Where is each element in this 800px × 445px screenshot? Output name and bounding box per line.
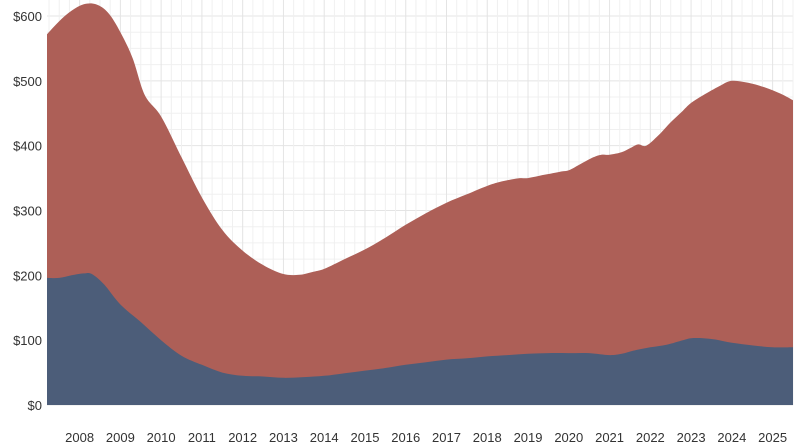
x-tick-label: 2009 (106, 430, 135, 445)
x-tick-label: 2024 (717, 430, 746, 445)
x-tick-label: 2008 (65, 430, 94, 445)
area-total (47, 3, 793, 405)
x-tick-label: 2019 (514, 430, 543, 445)
x-tick-label: 2012 (228, 430, 257, 445)
x-tick-label: 2015 (351, 430, 380, 445)
x-tick-label: 2014 (310, 430, 339, 445)
x-tick-label: 2016 (391, 430, 420, 445)
x-tick-label: 2025 (758, 430, 787, 445)
x-tick-label: 2021 (595, 430, 624, 445)
x-tick-label: 2018 (473, 430, 502, 445)
y-axis-ticks: $0 $100 $200 $300 $400 $500 $600 (13, 9, 42, 413)
x-tick-label: 2013 (269, 430, 298, 445)
x-tick-label: 2017 (432, 430, 461, 445)
y-tick-label: $300 (13, 204, 42, 219)
y-tick-label: $500 (13, 74, 42, 89)
y-tick-label: $100 (13, 333, 42, 348)
area-series (47, 3, 793, 405)
x-tick-label: 2022 (636, 430, 665, 445)
y-tick-label: $400 (13, 139, 42, 154)
y-tick-label: $600 (13, 9, 42, 24)
x-tick-label: 2011 (188, 430, 216, 445)
x-tick-label: 2023 (677, 430, 706, 445)
x-tick-label: 2010 (147, 430, 176, 445)
x-tick-label: 2020 (554, 430, 583, 445)
y-tick-label: $0 (28, 398, 42, 413)
y-tick-label: $200 (13, 268, 42, 283)
x-axis-ticks: 2008 2009 2010 2011 2012 2013 2014 2015 2016 2017… (65, 430, 787, 445)
area-base (47, 272, 793, 405)
